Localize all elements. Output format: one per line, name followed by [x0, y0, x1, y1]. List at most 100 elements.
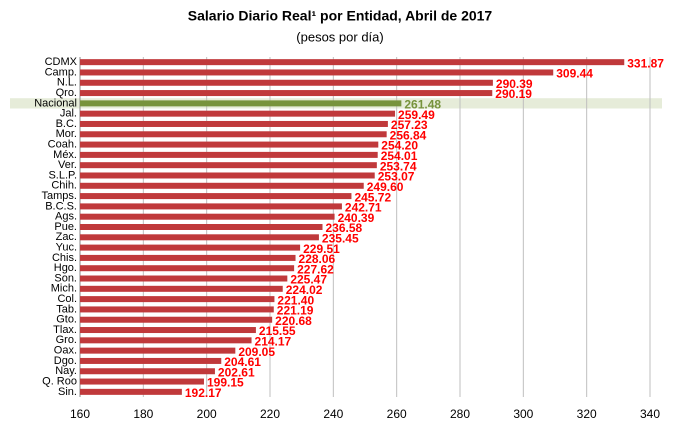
- value-label: 249.60: [367, 180, 404, 194]
- value-label: 254.20: [381, 139, 418, 153]
- y-tick-label: Pue.: [54, 221, 77, 233]
- value-label: 221.40: [277, 293, 314, 307]
- value-label: 254.01: [381, 149, 418, 163]
- y-tick-label: N.L.: [57, 77, 77, 89]
- bar: [80, 285, 283, 292]
- bar: [80, 59, 625, 66]
- bar: [80, 110, 396, 117]
- bar: [80, 316, 273, 323]
- y-tick-label: Col.: [57, 293, 77, 305]
- y-tick-label: Chih.: [51, 180, 77, 192]
- bar: [80, 388, 182, 395]
- bar: [80, 234, 319, 241]
- y-tick-label: Yuc.: [56, 242, 77, 254]
- value-label: 220.68: [275, 314, 312, 328]
- y-tick-label: Mor.: [56, 128, 77, 140]
- bar: [80, 244, 301, 251]
- bar: [80, 131, 387, 138]
- x-tick-label: 280: [450, 407, 470, 421]
- value-label: 235.45: [322, 231, 359, 245]
- value-label: 221.19: [277, 304, 314, 318]
- chart-subtitle: (pesos por día): [296, 29, 383, 44]
- x-tick-label: 260: [387, 407, 407, 421]
- y-tick-label: Q. Roo: [42, 375, 77, 387]
- value-label: 261.48: [404, 98, 441, 112]
- x-tick-label: 220: [260, 407, 280, 421]
- x-tick-label: 240: [323, 407, 343, 421]
- y-tick-label: Chis.: [52, 252, 77, 264]
- bar: [80, 213, 335, 220]
- value-label: 225.47: [290, 273, 327, 287]
- value-label: 290.19: [495, 87, 532, 101]
- x-tick-label: 320: [577, 407, 597, 421]
- y-tick-label: Hgo.: [54, 262, 77, 274]
- x-tick-label: 300: [513, 407, 533, 421]
- y-tick-label: CDMX: [45, 56, 78, 68]
- x-tick-label: 180: [133, 407, 153, 421]
- value-label: 256.84: [390, 128, 427, 142]
- value-label: 236.58: [326, 221, 363, 235]
- y-tick-label: B.C.S.: [45, 200, 77, 212]
- bar: [80, 193, 352, 200]
- bar: [80, 265, 295, 272]
- bar: [80, 182, 364, 189]
- y-tick-label: Gto.: [56, 314, 77, 326]
- y-tick-label: Gro.: [56, 334, 77, 346]
- value-label: 245.72: [354, 190, 391, 204]
- bar: [80, 141, 379, 148]
- value-label: 199.15: [207, 376, 244, 390]
- value-label: 331.87: [627, 56, 664, 70]
- value-label: 204.61: [224, 355, 261, 369]
- value-label: 242.71: [345, 201, 382, 215]
- x-tick-label: 200: [197, 407, 217, 421]
- y-tick-label: Ags.: [55, 211, 77, 223]
- bar: [80, 120, 388, 127]
- y-tick-label: Tamps.: [42, 190, 77, 202]
- bar: [80, 69, 554, 76]
- value-label: 253.07: [378, 170, 415, 184]
- value-label: 227.62: [297, 262, 334, 276]
- x-tick-label: 340: [640, 407, 660, 421]
- value-label: 240.39: [338, 211, 375, 225]
- bar: [80, 275, 288, 282]
- bar: [80, 337, 252, 344]
- value-label: 259.49: [398, 108, 435, 122]
- y-tick-label: Sin.: [58, 386, 77, 398]
- value-label: 228.06: [299, 252, 336, 266]
- value-label: 215.55: [259, 324, 296, 338]
- y-tick-label: Camp.: [45, 66, 77, 78]
- bar: [80, 357, 222, 364]
- value-label: 192.17: [185, 386, 222, 400]
- bar: [80, 151, 378, 158]
- y-tick-label: Ver.: [58, 159, 77, 171]
- value-label: 202.61: [218, 365, 255, 379]
- bar: [80, 254, 296, 261]
- value-label: 209.05: [238, 345, 275, 359]
- y-tick-label: Méx.: [53, 149, 77, 161]
- y-tick-label: Nacional: [34, 97, 77, 109]
- y-tick-label: Nay.: [55, 365, 77, 377]
- y-tick-label: Oax.: [54, 345, 77, 357]
- bar: [80, 224, 323, 230]
- bar: [80, 203, 342, 210]
- bar: [80, 296, 275, 303]
- bar: [80, 378, 204, 385]
- y-tick-label: Tab.: [56, 303, 77, 315]
- bar: [80, 100, 402, 107]
- bar: [80, 90, 493, 97]
- value-label: 309.44: [556, 67, 593, 81]
- y-tick-label: Coah.: [48, 138, 77, 150]
- y-tick-label: Son.: [54, 272, 77, 284]
- x-tick-label: 160: [70, 407, 90, 421]
- bar: [80, 162, 377, 169]
- bar: [80, 327, 256, 334]
- bar: [80, 306, 274, 313]
- bar: [80, 368, 215, 375]
- y-tick-label: Jal.: [60, 108, 77, 120]
- value-label: 257.23: [391, 118, 428, 132]
- y-tick-label: Zac.: [56, 231, 77, 243]
- bar: [80, 347, 236, 354]
- value-label: 253.74: [380, 159, 417, 173]
- value-label: 229.51: [303, 242, 340, 256]
